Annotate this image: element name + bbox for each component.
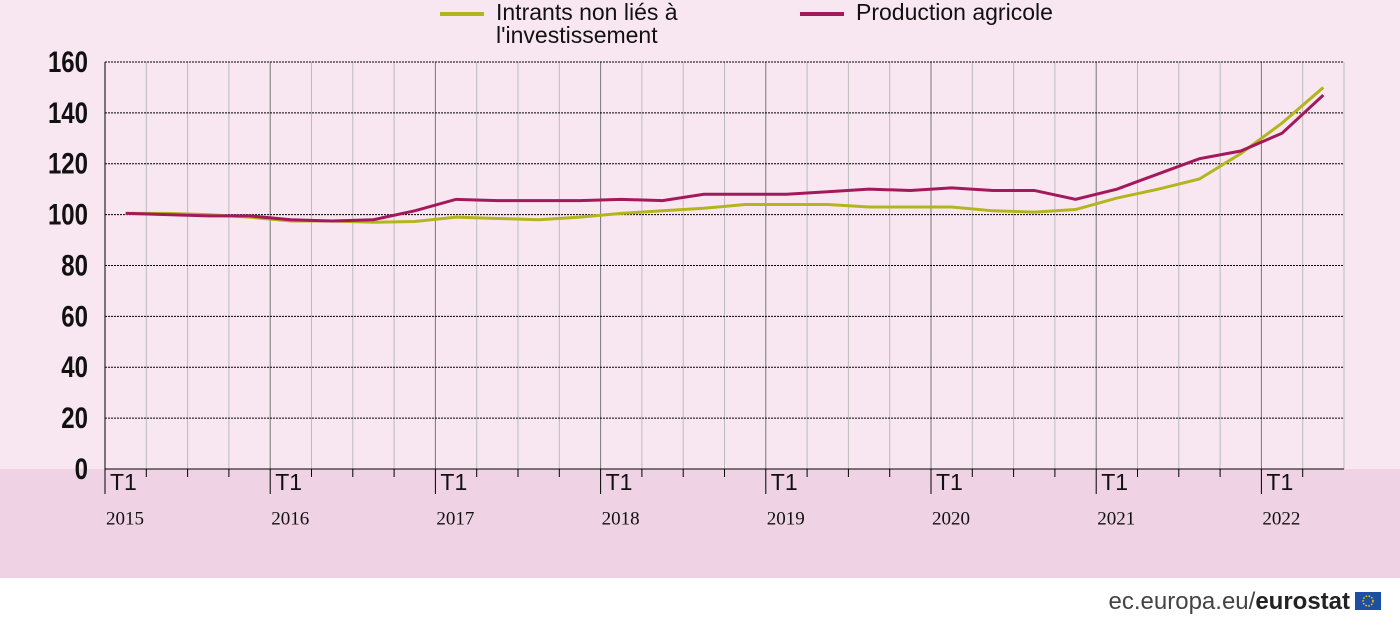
- y-tick-label: 80: [61, 248, 88, 282]
- x-tick-label: T1: [771, 469, 798, 495]
- y-tick-label: 140: [48, 95, 88, 129]
- legend-label: Intrants non liés à l'investissement: [496, 0, 678, 48]
- x-tick-label: T1: [1101, 469, 1128, 495]
- x-tick-label: T1: [275, 469, 302, 495]
- year-label: 2016: [271, 508, 309, 529]
- y-tick-label: 60: [61, 299, 88, 333]
- year-label: 2020: [932, 508, 970, 529]
- year-label: 2021: [1097, 508, 1135, 529]
- legend-swatch: [440, 12, 484, 16]
- x-tick-label: T1: [1266, 469, 1293, 495]
- legend-label: Production agricole: [856, 0, 1053, 25]
- y-tick-label: 0: [75, 451, 88, 485]
- year-label: 2019: [767, 508, 805, 529]
- year-label: 2015: [106, 508, 144, 529]
- series-line: [125, 93, 1325, 223]
- x-tick-label: T1: [606, 469, 633, 495]
- x-tick-label: T1: [936, 469, 963, 495]
- y-tick-label: 120: [48, 146, 88, 180]
- y-tick-label: 100: [48, 197, 88, 231]
- eu-stars: [1362, 595, 1374, 607]
- y-tick-label: 20: [61, 400, 88, 434]
- x-tick-label: T1: [440, 469, 467, 495]
- y-tick-label: 160: [48, 44, 88, 78]
- year-label: 2018: [602, 508, 640, 529]
- axis-band: [0, 469, 1400, 578]
- x-tick-label: T1: [110, 469, 137, 495]
- eu-flag: [1355, 592, 1381, 610]
- year-label: 2017: [436, 508, 474, 529]
- legend-swatch: [800, 12, 844, 16]
- year-label: 2022: [1262, 508, 1300, 529]
- footer: ec.europa.eu/eurostat: [1109, 588, 1350, 615]
- y-tick-label: 40: [61, 350, 88, 384]
